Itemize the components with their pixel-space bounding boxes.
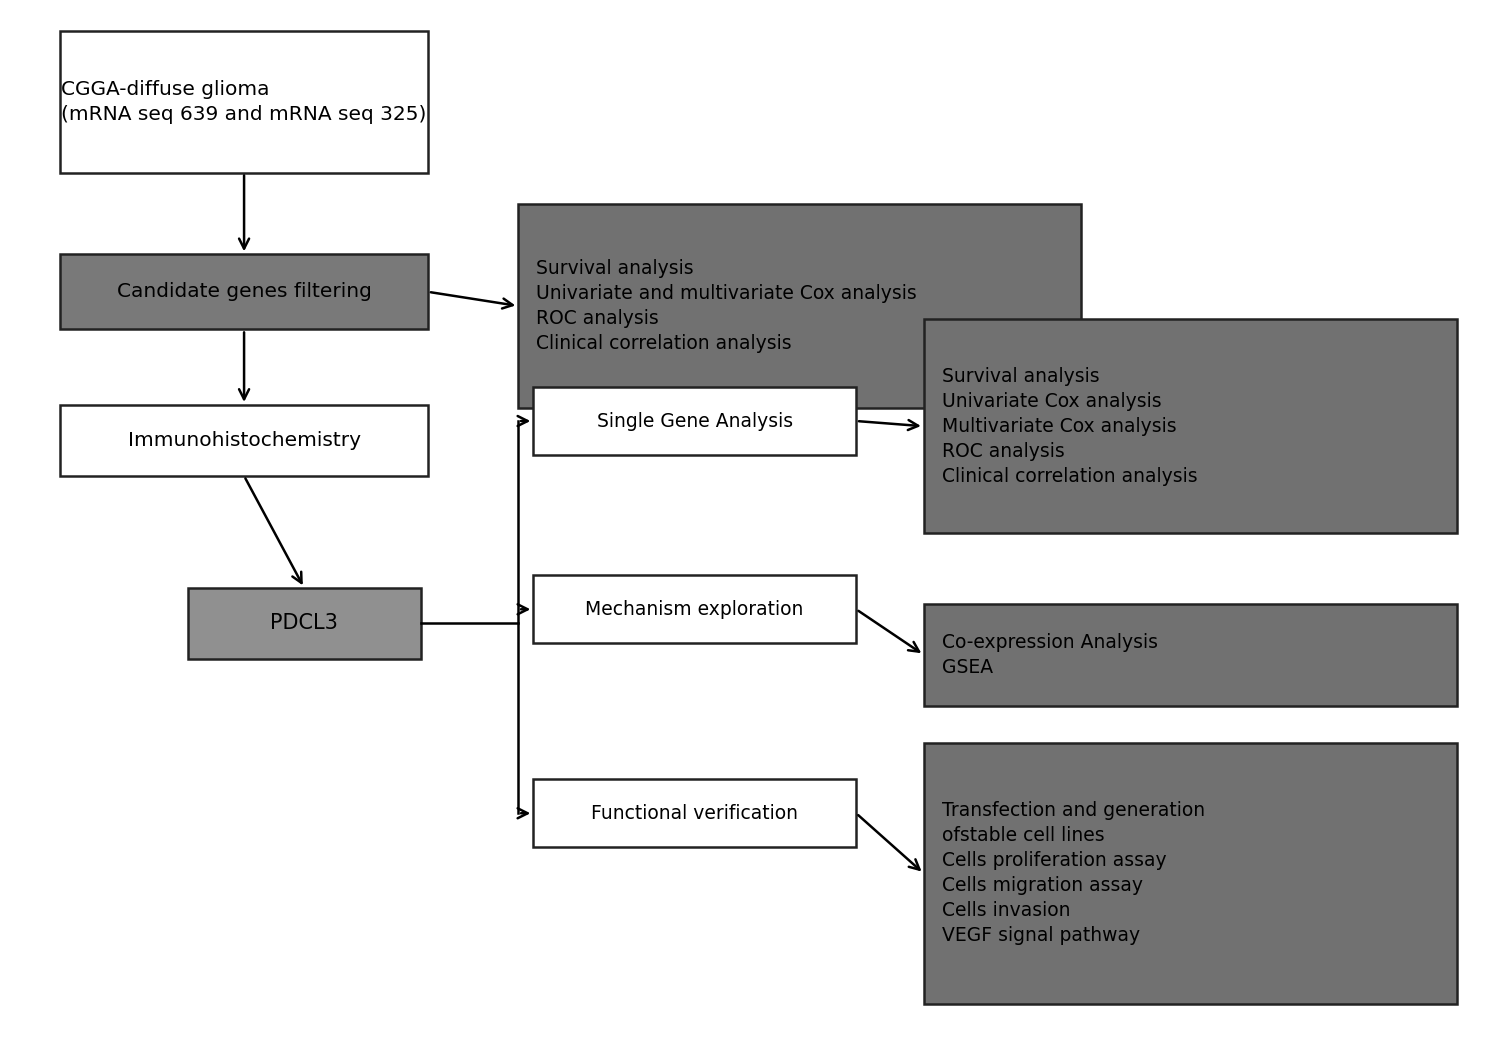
FancyBboxPatch shape [924, 743, 1457, 1004]
Text: Immunohistochemistry: Immunohistochemistry [128, 431, 360, 450]
Text: Functional verification: Functional verification [592, 803, 798, 823]
FancyBboxPatch shape [533, 387, 856, 455]
Text: Candidate genes filtering: Candidate genes filtering [117, 282, 371, 301]
Text: Transfection and generation
ofstable cell lines
Cells proliferation assay
Cells : Transfection and generation ofstable cel… [942, 801, 1205, 946]
FancyBboxPatch shape [60, 31, 428, 173]
FancyBboxPatch shape [60, 254, 428, 329]
Text: Mechanism exploration: Mechanism exploration [586, 599, 804, 619]
Text: Survival analysis
Univariate and multivariate Cox analysis
ROC analysis
Clinical: Survival analysis Univariate and multiva… [536, 259, 916, 353]
Text: Survival analysis
Univariate Cox analysis
Multivariate Cox analysis
ROC analysis: Survival analysis Univariate Cox analysi… [942, 367, 1197, 485]
Text: Single Gene Analysis: Single Gene Analysis [596, 411, 793, 431]
Text: PDCL3: PDCL3 [270, 613, 338, 634]
FancyBboxPatch shape [518, 204, 1081, 408]
FancyBboxPatch shape [533, 575, 856, 643]
FancyBboxPatch shape [924, 604, 1457, 706]
FancyBboxPatch shape [188, 588, 421, 659]
FancyBboxPatch shape [60, 405, 428, 476]
FancyBboxPatch shape [533, 779, 856, 847]
FancyBboxPatch shape [924, 319, 1457, 533]
Text: CGGA-diffuse glioma
(mRNA seq 639 and mRNA seq 325): CGGA-diffuse glioma (mRNA seq 639 and mR… [62, 79, 427, 124]
Text: Co-expression Analysis
GSEA: Co-expression Analysis GSEA [942, 633, 1158, 677]
